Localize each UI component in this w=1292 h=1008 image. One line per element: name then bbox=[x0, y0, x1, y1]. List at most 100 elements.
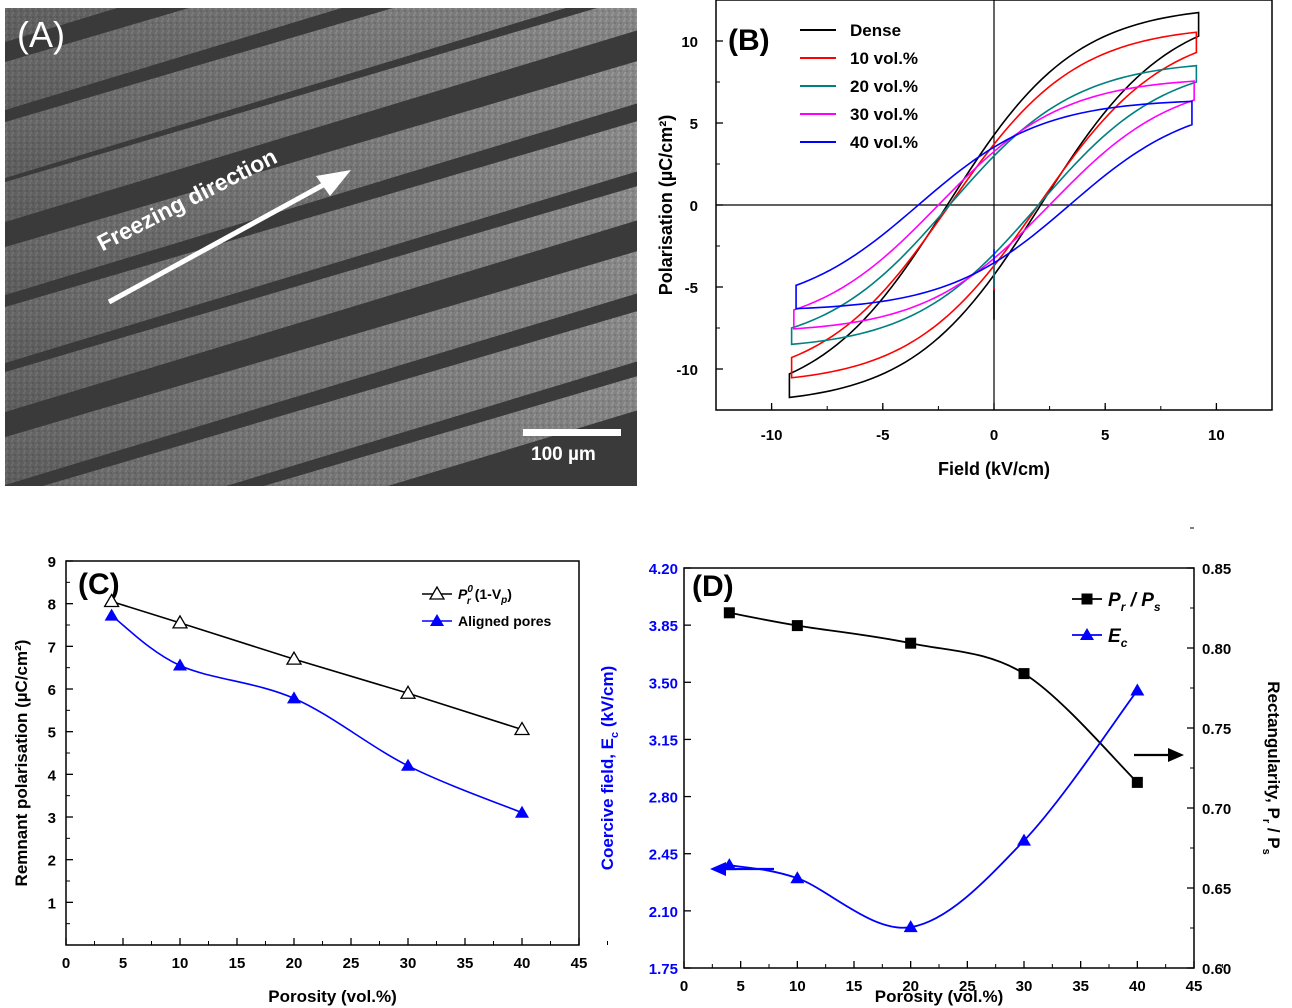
chart-d-ytick-right-label: 0.65 bbox=[1202, 881, 1231, 898]
chart-d-ylabel-left: Coercive field, Ec (kV/cm) bbox=[598, 666, 621, 871]
chart-d-xtick-label: 45 bbox=[1186, 978, 1203, 995]
chart-d-ytick-left-label: 4.20 bbox=[649, 561, 678, 578]
chart-d-ytick-left-label: 2.45 bbox=[649, 847, 678, 864]
chart-d-right-axis-arrowhead bbox=[1168, 748, 1184, 762]
chart-c-xtick-label: 35 bbox=[457, 955, 474, 972]
chart-b-ytick-label: 10 bbox=[681, 34, 698, 51]
chart-c-ytick-label: 2 bbox=[48, 853, 56, 870]
chart-d-point bbox=[1017, 833, 1031, 846]
chart-d-xlabel: Porosity (vol.%) bbox=[875, 987, 1003, 1006]
chart-b-legend-label: 10 vol.% bbox=[850, 49, 918, 68]
scale-bar-label: 100 µm bbox=[531, 444, 596, 465]
chart-d-xtick-label: 25 bbox=[959, 978, 976, 995]
chart-c-point bbox=[173, 658, 187, 671]
chart-c-ytick-label: 7 bbox=[48, 639, 56, 656]
chart-c-point bbox=[399, 684, 417, 699]
chart-d-ytick-left-label: 3.15 bbox=[649, 732, 678, 749]
sem-lamella-shade bbox=[5, 186, 637, 412]
chart-d-xtick-label: 0 bbox=[680, 978, 688, 995]
chart-b-ylabel: Polarisation (µC/cm²) bbox=[656, 115, 676, 295]
chart-c-point bbox=[515, 805, 529, 818]
chart-d-left-axis-arrowhead bbox=[710, 862, 726, 876]
chart-c-point bbox=[513, 721, 531, 736]
chart-b-loop-4 bbox=[795, 100, 1193, 310]
chart-c-point bbox=[104, 608, 119, 621]
sem-lamella-shade bbox=[5, 8, 118, 42]
chart-d-series-line-0 bbox=[729, 611, 1138, 784]
chart-d-point bbox=[1131, 776, 1143, 788]
chart-d-ylabel-right: Rectangularity, Pr / Ps bbox=[1260, 681, 1283, 855]
chart-d-ytick-right-label: 0.70 bbox=[1202, 801, 1231, 818]
chart-b-panel-label: (B) bbox=[728, 24, 770, 57]
chart-b-hysteresis: -10 -5 0 5 10 -10 -5 0 5 10 Field (kV/cm) Polarisat… bbox=[656, 0, 1273, 479]
chart-b-ytick-label: -5 bbox=[685, 280, 698, 297]
chart-c-ytick-label: 6 bbox=[48, 682, 56, 699]
chart-d-series-line-1 bbox=[729, 689, 1139, 929]
sem-lamella-shade bbox=[5, 8, 566, 178]
chart-d-ytick-right-label: 0.60 bbox=[1202, 961, 1231, 978]
chart-d-ytick-right-label: 0.85 bbox=[1202, 561, 1231, 578]
sem-lamella-shade bbox=[263, 376, 637, 486]
chart-c-legend-label: P0 r (1-Vp) bbox=[458, 584, 512, 607]
chart-d-xtick-label: 10 bbox=[789, 978, 806, 995]
chart-d-ytick-left-label: 3.85 bbox=[649, 618, 678, 635]
chart-c-xtick-label: 20 bbox=[286, 955, 303, 972]
chart-b-xtick-label: 0 bbox=[990, 427, 998, 444]
chart-d-point bbox=[790, 871, 805, 884]
chart-b-loop-3 bbox=[793, 80, 1195, 330]
chart-d-point bbox=[1130, 683, 1145, 696]
chart-d-panel-label: (D) bbox=[692, 570, 734, 603]
chart-b-xtick-label: -10 bbox=[761, 427, 783, 444]
chart-c-ytick-label: 5 bbox=[48, 725, 56, 742]
chart-d-xtick-label: 20 bbox=[902, 978, 919, 995]
chart-c-point bbox=[287, 691, 301, 704]
chart-c-xtick-label: 0 bbox=[62, 955, 70, 972]
sem-micrograph: (A) Freezing direction 100 µm bbox=[5, 8, 637, 486]
chart-d-xtick-label: 5 bbox=[736, 978, 744, 995]
chart-b-legend-label: 20 vol.% bbox=[850, 77, 918, 96]
sem-lamella-shade bbox=[5, 8, 637, 222]
chart-c-legend-marker bbox=[428, 585, 446, 600]
chart-d-ytick-left-label: 3.50 bbox=[649, 675, 678, 692]
chart-d-point bbox=[791, 620, 803, 632]
scale-bar bbox=[523, 429, 621, 436]
chart-d-point bbox=[723, 607, 735, 619]
sem-lamella-shade bbox=[5, 251, 637, 485]
chart-c-ytick-label: 4 bbox=[48, 767, 57, 784]
chart-c-panel-label: (C) bbox=[78, 568, 120, 601]
chart-c-xtick-label: 40 bbox=[514, 955, 531, 972]
chart-c-legend-label: Aligned pores bbox=[458, 613, 552, 629]
chart-b-legend-label: 40 vol.% bbox=[850, 133, 918, 152]
sem-lamella-shade bbox=[42, 311, 637, 486]
chart-c-xtick-label: 25 bbox=[343, 955, 360, 972]
chart-c-ytick-label: 8 bbox=[48, 597, 56, 614]
chart-b-ytick-label: -10 bbox=[676, 362, 698, 379]
chart-c-xtick-label: 45 bbox=[571, 955, 588, 972]
chart-b-loop-1 bbox=[790, 31, 1198, 379]
chart-d-ytick-right-label: 0.75 bbox=[1202, 721, 1231, 738]
sem-lamella-shade bbox=[5, 8, 342, 110]
chart-c-ytick-label: 3 bbox=[48, 810, 56, 827]
chart-c-xtick-label: 30 bbox=[400, 955, 417, 972]
chart-c-xtick-label: 10 bbox=[172, 955, 189, 972]
sem-image bbox=[5, 8, 637, 486]
chart-b-loop-2 bbox=[790, 64, 1198, 346]
chart-b-xtick-label: -5 bbox=[876, 427, 889, 444]
chart-b-legend-label: 30 vol.% bbox=[850, 105, 918, 124]
chart-d-point bbox=[903, 920, 918, 933]
chart-c-point bbox=[401, 758, 415, 771]
chart-b-legend-label: Dense bbox=[850, 21, 901, 40]
chart-c-legend-marker bbox=[430, 614, 444, 626]
chart-d-xtick-label: 15 bbox=[846, 978, 863, 995]
chart-d-xtick-label: 35 bbox=[1072, 978, 1089, 995]
chart-d-coercive-field: 0 5 10 15 20 25 30 35 40 45 1.75 2.10 2.45 2.80 3.15 3.… bbox=[598, 527, 1283, 1006]
chart-b-xtick-label: 5 bbox=[1101, 427, 1109, 444]
freezing-direction-arrow-icon bbox=[107, 170, 351, 305]
chart-d-point bbox=[905, 637, 917, 649]
chart-d-xtick-label: 30 bbox=[1016, 978, 1033, 995]
chart-d-point bbox=[1018, 668, 1030, 680]
chart-b-ytick-label: 0 bbox=[690, 198, 698, 215]
chart-d-legend-marker bbox=[1081, 593, 1093, 605]
